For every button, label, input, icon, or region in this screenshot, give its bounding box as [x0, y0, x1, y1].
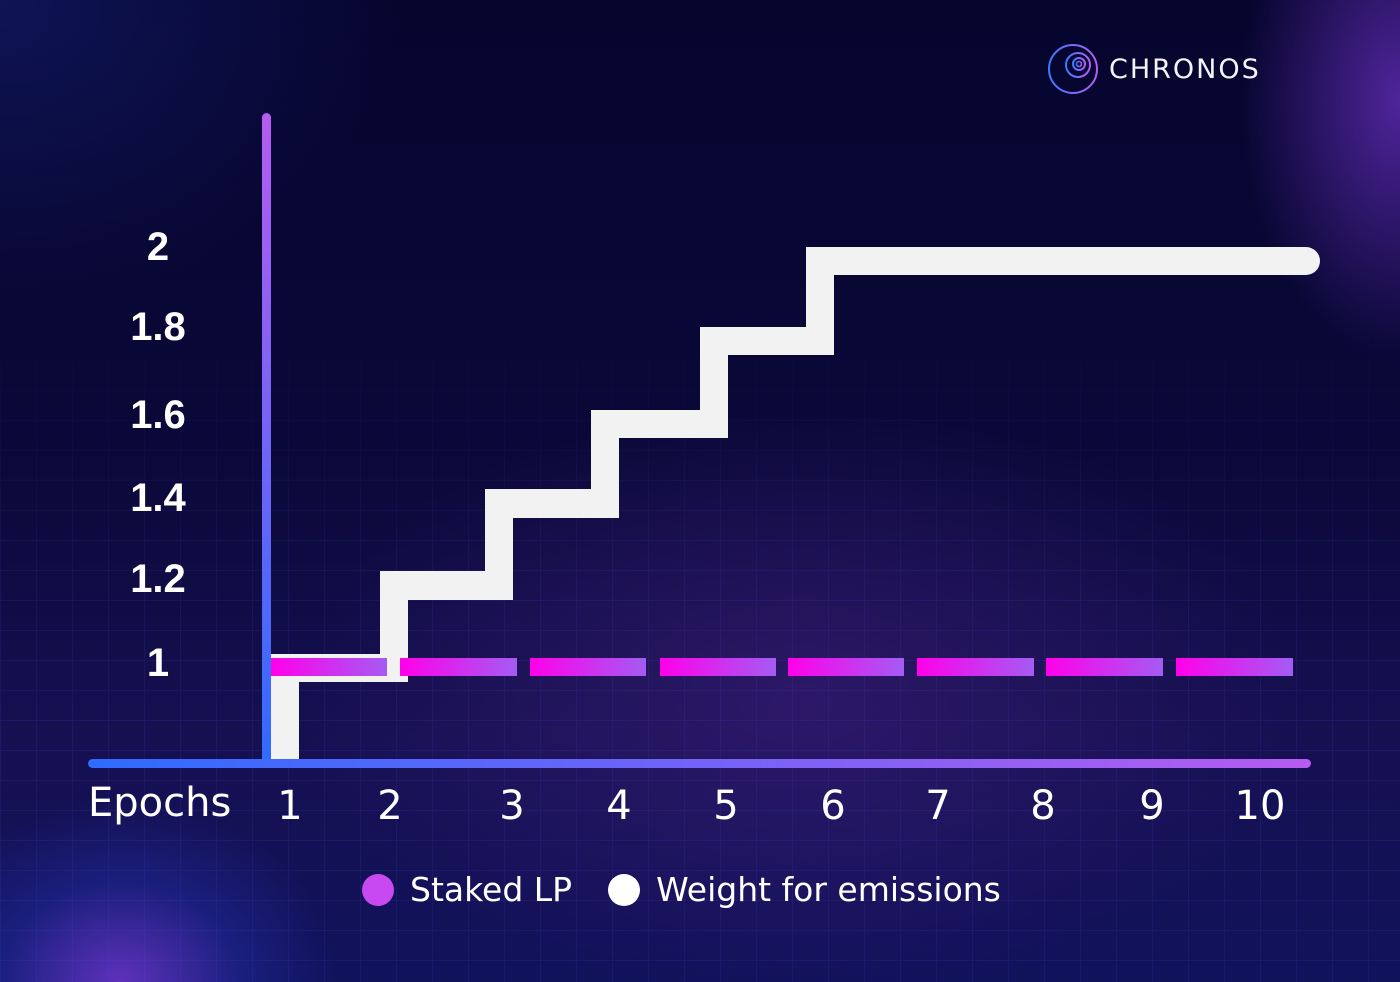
x-tick-label: 1: [277, 783, 303, 829]
y-tick-label: 1.2: [130, 557, 186, 601]
x-tick-label: 6: [820, 783, 846, 829]
legend-label: Weight for emissions: [656, 870, 1001, 909]
x-tick-label: 5: [713, 783, 739, 829]
legend-dot-icon: [608, 873, 641, 906]
x-tick-label: 7: [925, 783, 951, 829]
y-tick-label: 1.8: [130, 305, 186, 349]
x-tick-label: 2: [377, 783, 403, 829]
x-axis: [88, 759, 1311, 768]
x-tick-label: 10: [1234, 783, 1286, 829]
x-axis-title: Epochs: [88, 780, 232, 826]
y-tick-label: 1.6: [130, 393, 186, 437]
x-tick-label: 8: [1030, 783, 1056, 829]
legend-dot-icon: [362, 873, 394, 906]
legend-item-weight: Weight for emissions: [608, 870, 1001, 909]
staked-lp-dashed-series: [271, 658, 1293, 676]
chronos-logo-icon: [1048, 44, 1098, 94]
chart-legend: Staked LP Weight for emissions: [362, 870, 1037, 909]
y-tick-label: 1: [146, 641, 170, 685]
x-tick-label: 3: [499, 783, 525, 829]
y-axis: [262, 113, 271, 768]
y-tick-label: 1.4: [130, 476, 186, 520]
weight-step-series: [271, 247, 1320, 762]
brand-name: CHRONOS: [1109, 53, 1261, 85]
y-tick-label: 2: [146, 225, 170, 269]
x-tick-label: 9: [1139, 783, 1165, 829]
brand-logo: CHRONOS: [1047, 43, 1261, 95]
x-tick-label: 4: [606, 783, 632, 829]
legend-label: Staked LP: [410, 870, 573, 909]
legend-item-staked-lp: Staked LP: [362, 870, 572, 909]
